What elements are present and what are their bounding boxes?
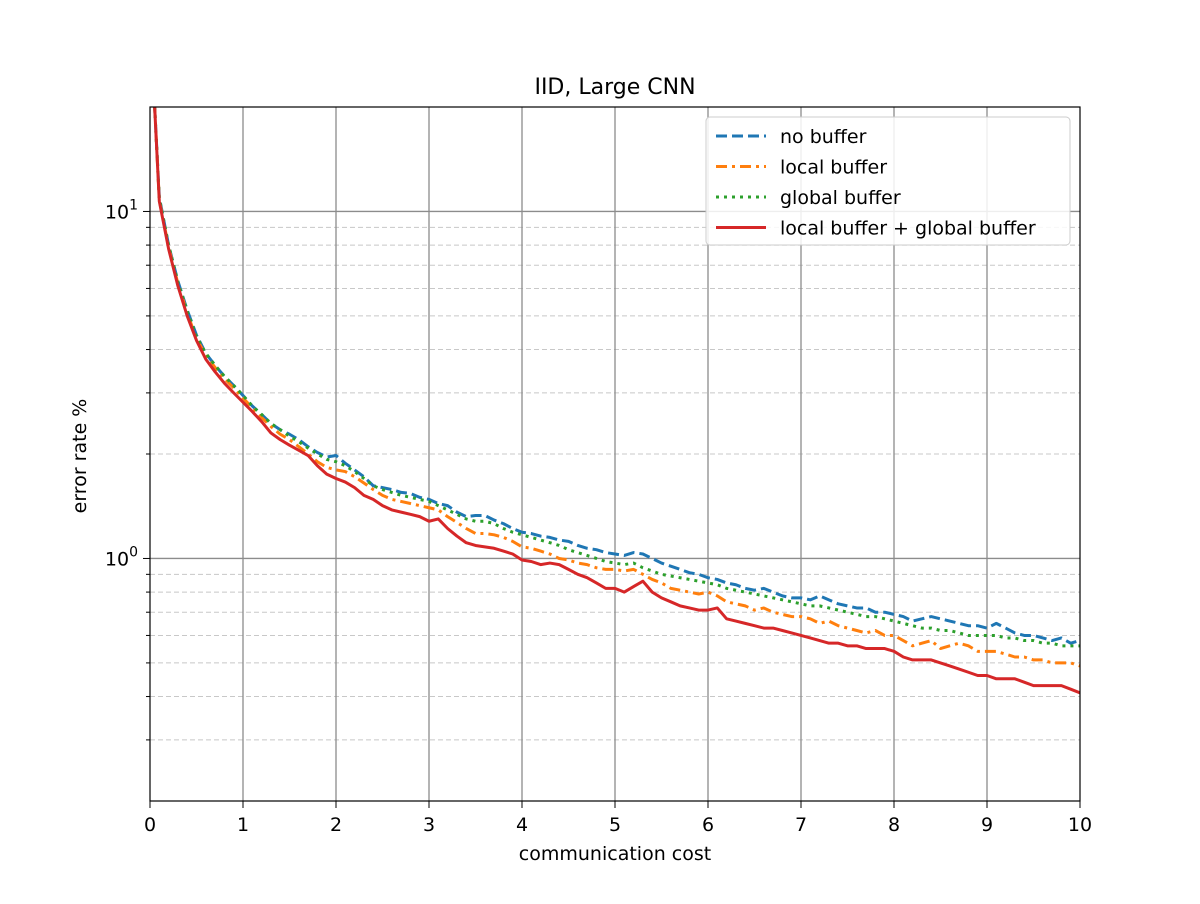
legend-label-1: no buffer	[780, 126, 867, 148]
legend-label-2: local buffer	[780, 157, 887, 179]
legend-box	[705, 116, 1071, 246]
x-tick-label: 1	[237, 814, 249, 836]
x-tick-label: 0	[144, 814, 156, 836]
y-tick-label: 101	[105, 197, 138, 223]
x-tick-label: 6	[702, 814, 714, 836]
x-tick-label: 8	[888, 814, 900, 836]
x-axis-ticks: 0 1 2 3 4 5 6 7 8 9 10	[144, 801, 1092, 836]
y-tick-label: 100	[105, 544, 138, 570]
x-tick-label: 5	[609, 814, 621, 836]
series-line-1	[153, 107, 1080, 645]
x-tick-label: 2	[330, 814, 342, 836]
x-tick-label: 9	[981, 814, 993, 836]
legend-label-3: global buffer	[780, 187, 901, 209]
x-tick-label: 3	[423, 814, 435, 836]
x-tick-label: 4	[516, 814, 528, 836]
legend: no buffer local buffer global buffer local …	[705, 116, 1071, 246]
x-tick-label: 7	[795, 814, 807, 836]
x-axis-label: communication cost	[519, 843, 711, 865]
legend-label-4: local buffer + global buffer	[780, 218, 1036, 240]
y-axis-label: error rate %	[69, 399, 91, 514]
series-line-4	[153, 107, 1080, 695]
x-tick-label: 10	[1068, 814, 1092, 836]
chart-title: IID, Large CNN	[534, 75, 695, 100]
series-layer	[153, 107, 1080, 695]
y-axis-ticks: 100 101	[105, 197, 150, 741]
series-line-2	[153, 107, 1080, 668]
